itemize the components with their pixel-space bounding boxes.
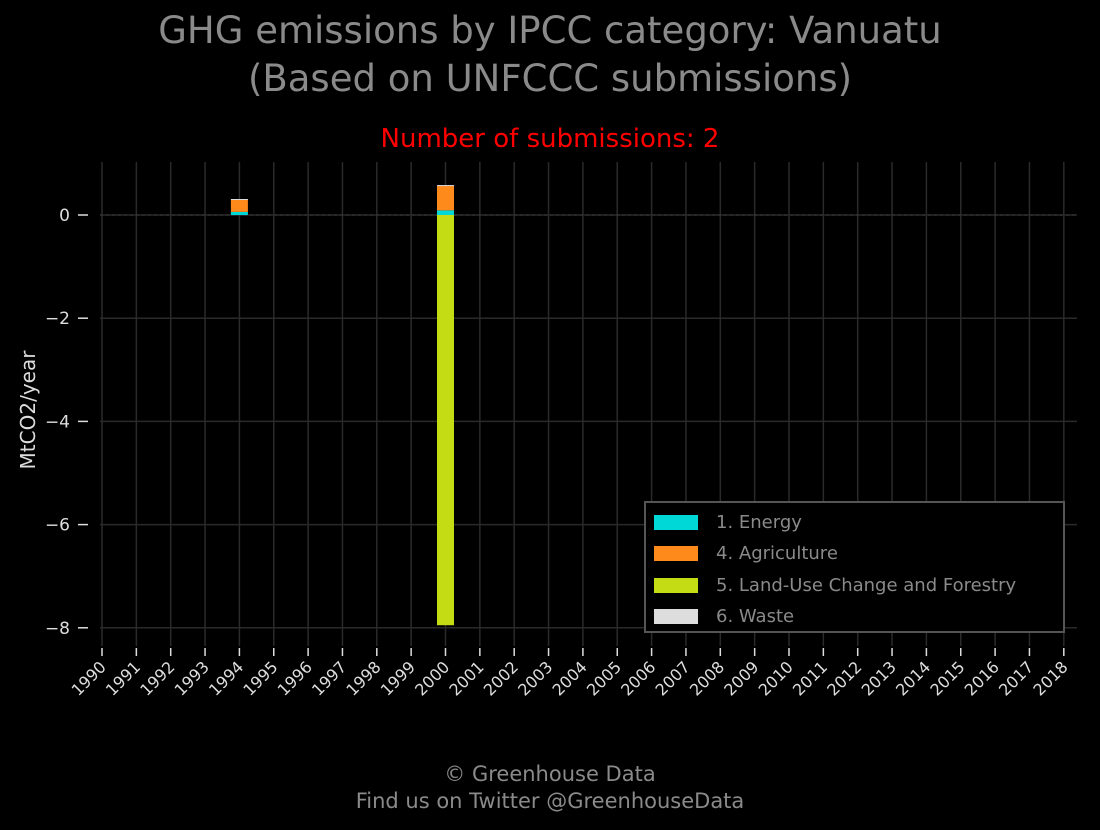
x-tick-label: 2014 [892, 657, 934, 699]
x-tick-label: 2005 [583, 657, 625, 699]
bar-segment [437, 185, 454, 187]
chart-subtitle: Number of submissions: 2 [380, 124, 720, 154]
x-tick-label: 1995 [239, 657, 281, 699]
x-tick-label: 2013 [858, 657, 900, 699]
y-tick-label: −6 [45, 516, 70, 536]
chart-title: GHG emissions by IPCC category: Vanuatu [158, 9, 942, 52]
y-tick-label: −4 [45, 412, 70, 432]
x-tick-label: 1997 [308, 657, 350, 699]
x-tick-label: 1998 [342, 657, 384, 699]
bar-segment [230, 199, 248, 201]
x-tick-label: 2009 [720, 657, 762, 699]
legend-item-land-use: 5. Land-Use Change and Forestry [654, 574, 1016, 596]
x-tick-label: 2015 [926, 657, 968, 699]
x-tick-label: 2016 [961, 657, 1003, 699]
x-tick-label: 2012 [823, 657, 865, 699]
legend: 1. Energy 4. Agriculture 5. Land-Use Cha… [644, 501, 1065, 633]
x-tick-label: 1991 [102, 657, 144, 699]
legend-swatch-agriculture [654, 545, 698, 561]
x-tick-label: 1996 [274, 657, 316, 699]
x-tick-label: 2004 [549, 657, 591, 699]
bar-segment [437, 185, 454, 211]
y-tick-label: 0 [59, 206, 70, 226]
x-tick-label: 2001 [445, 657, 487, 699]
x-tick-label: 2008 [686, 657, 728, 699]
x-tick-label: 1990 [68, 657, 110, 699]
bar-segment [230, 199, 248, 212]
legend-swatch-energy [654, 514, 698, 530]
x-tick-label: 2003 [514, 657, 556, 699]
x-tick-label: 1992 [136, 657, 178, 699]
x-tick-label: 2000 [411, 657, 453, 699]
x-tick-label: 2006 [617, 657, 659, 699]
x-tick-label: 2011 [789, 657, 831, 699]
legend-label-agriculture: 4. Agriculture [716, 542, 838, 564]
footer-copyright: © Greenhouse Data [444, 762, 656, 786]
x-tick-label: 2010 [755, 657, 797, 699]
legend-label-energy: 1. Energy [716, 511, 802, 533]
x-tick-label: 1999 [377, 657, 419, 699]
bar-segment [230, 211, 248, 215]
x-tick-label: 2007 [652, 657, 694, 699]
x-tick-label: 1993 [171, 657, 213, 699]
bar-segment [437, 215, 454, 626]
legend-label-waste: 6. Waste [716, 605, 795, 627]
chart-title-subline: (Based on UNFCCC submissions) [247, 57, 853, 100]
y-tick-label: −8 [45, 619, 70, 639]
bar-segment [437, 210, 454, 215]
x-tick-label: 2017 [995, 657, 1037, 699]
legend-swatch-waste [654, 608, 698, 624]
x-tick-label: 2018 [1029, 657, 1071, 699]
legend-item-waste: 6. Waste [654, 605, 794, 627]
legend-swatch-land-use [654, 577, 698, 593]
x-tick-label: 1994 [205, 657, 247, 699]
legend-item-energy: 1. Energy [654, 511, 802, 533]
legend-label-land-use: 5. Land-Use Change and Forestry [716, 574, 1017, 596]
legend-item-agriculture: 4. Agriculture [654, 542, 838, 564]
bars [230, 185, 454, 626]
y-tick-label: −2 [45, 309, 70, 329]
footer-twitter: Find us on Twitter @GreenhouseData [355, 789, 745, 813]
x-tick-label: 2002 [480, 657, 522, 699]
